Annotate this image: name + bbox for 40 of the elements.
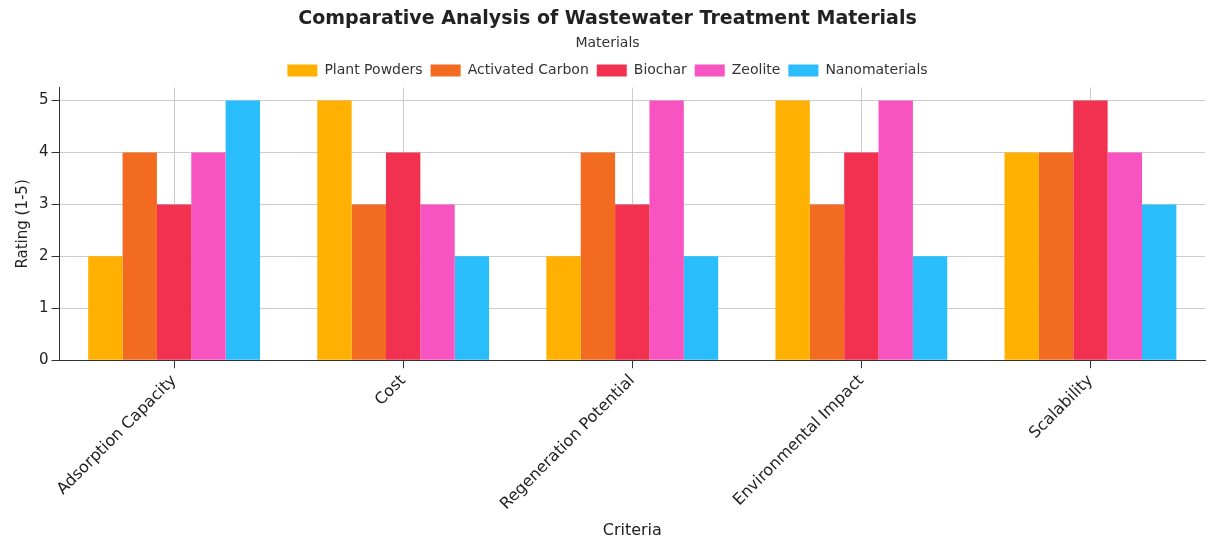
bar [1142,204,1177,360]
bar [683,256,719,360]
bar [878,100,913,360]
bar [88,256,123,360]
bar [1107,152,1142,360]
y-tick-label: 2 [39,246,49,265]
bar [580,152,616,360]
bar [546,256,581,360]
bar [386,152,421,360]
bar [649,100,684,360]
bar [156,204,192,360]
bar [225,100,260,360]
legend-label: Nanomaterials [825,61,928,78]
legend-title: Materials [575,34,640,51]
y-axis-title: Rating (1-5) [12,179,31,269]
bar [317,100,352,360]
y-tick-label: 5 [39,90,49,109]
bar [1038,152,1074,360]
y-tick-label: 1 [39,298,49,317]
chart-title: Comparative Analysis of Wastewater Treatment Materials [298,6,917,29]
legend-label: Activated Carbon [467,61,589,78]
x-axis-title: Criteria [602,519,662,539]
bar [122,152,157,360]
legend-label: Zeolite [731,61,781,78]
bar [1073,100,1108,360]
bar [844,152,879,360]
y-tick-label: 0 [39,350,49,369]
bar [809,204,845,360]
bar [191,152,226,360]
bar [454,256,490,360]
bar [912,256,948,360]
bar [351,204,386,360]
y-tick-label: 3 [39,194,49,213]
legend-label: Biochar [633,61,687,78]
bar [775,100,810,360]
legend-label: Plant Powders [324,61,423,78]
bar [420,204,455,360]
bar [1004,152,1039,360]
bar [615,204,650,360]
y-tick-label: 4 [39,142,49,161]
